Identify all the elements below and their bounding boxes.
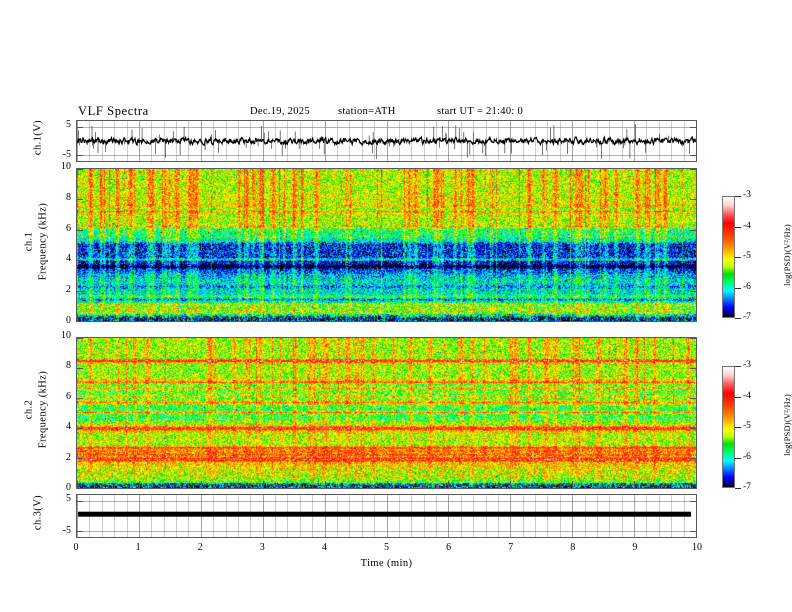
trace-line (77, 135, 696, 147)
colorbar-tick-label: -5 (743, 421, 751, 431)
ytick-label: 4 (66, 421, 71, 433)
trace-plot (77, 121, 696, 161)
colorbar-tick-label: -3 (743, 360, 751, 370)
xtick-label: 9 (632, 542, 638, 553)
panel-ch3-timeseries (76, 494, 697, 538)
colorbar-tick-label: -5 (743, 251, 751, 261)
colorbar-tick-label: -6 (743, 451, 751, 462)
colorbar-tick (735, 427, 741, 428)
ytick-label: -5 (62, 524, 71, 536)
ytick-label: 0 (66, 482, 71, 493)
colorbar-tick-label: -6 (743, 281, 751, 292)
xtick-label: 0 (73, 542, 79, 553)
ytick-label: 2 (66, 451, 71, 463)
colorbar-tick (735, 257, 741, 258)
colorbar-tick-label: -4 (743, 220, 751, 231)
flat-trace (78, 511, 691, 517)
ylabel-ch1-timeseries: ch.1(V) (32, 119, 44, 156)
ytick-label: 10 (61, 161, 71, 172)
colorbar-tick-label: -7 (743, 312, 751, 322)
ytick-label: 6 (66, 390, 71, 402)
figure-date: Dec.19, 2025 (250, 106, 310, 117)
start-ut-label: start UT = 21:40: 0 (437, 106, 524, 117)
ylabel-ch3-timeseries: ch.3(V) (32, 494, 44, 531)
xtick-label: 8 (570, 542, 576, 553)
ylabel-ch2-spectrogram: Frequency (kHz) (37, 370, 49, 449)
colorbar-tick (735, 397, 741, 398)
panel-ch1-timeseries (76, 120, 697, 162)
ylabel-ch1-spectrogram: Frequency (kHz) (37, 202, 49, 281)
xtick-label: 5 (384, 542, 389, 553)
ytick-label: 0 (66, 315, 71, 326)
colorbar-tick (735, 288, 741, 289)
trace-plot (77, 495, 696, 537)
ytick-label: 4 (66, 253, 71, 265)
ytick-label: -5 (62, 149, 71, 160)
ytick-label: 10 (61, 330, 71, 341)
colorbar-tick (735, 227, 741, 228)
panel-ch1-spectrogram (76, 168, 697, 322)
ytick-label: 2 (66, 284, 71, 296)
colorbar-gradient (722, 366, 735, 488)
colorbar-canvas (723, 197, 734, 317)
xtick-label: 2 (197, 542, 203, 553)
spectrogram-image (77, 169, 696, 321)
colorbar-canvas (723, 367, 734, 487)
ytick-label: 6 (66, 222, 71, 234)
colorbar-label: log(PSD)(V²/Hz) (782, 394, 792, 456)
panel-ch2-spectrogram (76, 337, 697, 489)
colorbar-1: -3 -4 -5 -6 -7 log(PSD)(V²/Hz) (722, 190, 792, 322)
ylabel-chan-ch1-spectrogram: ch.1 (23, 231, 35, 252)
figure-title: VLF Spectra (78, 104, 149, 118)
xtick-label: 1 (135, 542, 141, 553)
colorbar-2: -3 -4 -5 -6 -7 log(PSD)(V²/Hz) (722, 360, 792, 492)
colorbar-tick-label: -4 (743, 390, 751, 401)
colorbar-tick-label: -3 (743, 190, 751, 200)
xtick-label: 3 (259, 542, 265, 553)
axis-ticks (77, 338, 696, 488)
colorbar-tick (735, 488, 741, 489)
ytick-label: 8 (66, 191, 71, 203)
colorbar-tick (735, 318, 741, 319)
colorbar-tick (735, 366, 741, 367)
colorbar-tick (735, 458, 741, 459)
ytick-label: 5 (66, 119, 71, 130)
spectrogram-image (77, 338, 696, 488)
xtick-label: 4 (321, 542, 327, 553)
xaxis-label: Time (min) (360, 558, 413, 569)
xtick-label: 7 (508, 542, 514, 553)
colorbar-gradient (722, 196, 735, 318)
ytick-label: 8 (66, 360, 71, 372)
xtick-label: 10 (692, 542, 702, 553)
xtick-label: 6 (446, 542, 452, 553)
ylabel-chan-ch2-spectrogram: ch.2 (23, 399, 35, 420)
station-label: station=ATH (338, 106, 396, 117)
colorbar-tick (735, 196, 741, 197)
axis-ticks (77, 169, 696, 321)
ytick-label: 5 (66, 493, 71, 505)
colorbar-label: log(PSD)(V²/Hz) (782, 224, 792, 286)
colorbar-tick-label: -7 (743, 482, 751, 492)
